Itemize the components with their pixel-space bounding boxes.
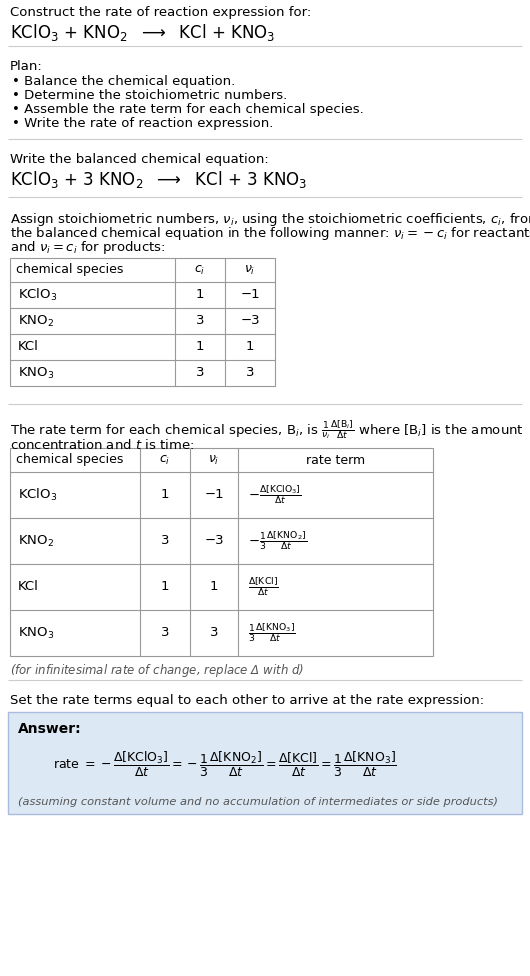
Text: 1: 1 bbox=[196, 289, 204, 302]
Text: KNO$_3$: KNO$_3$ bbox=[18, 365, 54, 381]
Text: 1: 1 bbox=[246, 341, 254, 353]
Text: 1: 1 bbox=[210, 581, 218, 593]
Text: KNO$_3$: KNO$_3$ bbox=[18, 626, 54, 640]
Text: −1: −1 bbox=[204, 489, 224, 502]
Text: 3: 3 bbox=[196, 314, 204, 328]
Text: • Assemble the rate term for each chemical species.: • Assemble the rate term for each chemic… bbox=[12, 103, 364, 116]
Text: KNO$_2$: KNO$_2$ bbox=[18, 534, 54, 549]
Text: 1: 1 bbox=[161, 581, 169, 593]
Text: 3: 3 bbox=[161, 535, 169, 548]
Text: Answer:: Answer: bbox=[18, 722, 82, 736]
Text: $\nu_i$: $\nu_i$ bbox=[208, 454, 220, 467]
Text: $-\frac{\Delta[\mathrm{KClO_3}]}{\Delta t}$: $-\frac{\Delta[\mathrm{KClO_3}]}{\Delta … bbox=[248, 483, 302, 507]
Text: $\frac{1}{3}\frac{\Delta[\mathrm{KNO_3}]}{\Delta t}$: $\frac{1}{3}\frac{\Delta[\mathrm{KNO_3}]… bbox=[248, 622, 296, 644]
Text: KNO$_2$: KNO$_2$ bbox=[18, 313, 54, 329]
Text: the balanced chemical equation in the following manner: $\nu_i = -c_i$ for react: the balanced chemical equation in the fo… bbox=[10, 225, 530, 242]
Text: Plan:: Plan: bbox=[10, 60, 43, 73]
Text: chemical species: chemical species bbox=[16, 454, 123, 467]
Text: KCl: KCl bbox=[18, 341, 39, 353]
Text: chemical species: chemical species bbox=[16, 264, 123, 276]
Text: • Write the rate of reaction expression.: • Write the rate of reaction expression. bbox=[12, 117, 273, 130]
Bar bbox=[10, 258, 275, 386]
Text: $c_i$: $c_i$ bbox=[160, 454, 171, 467]
Text: (for infinitesimal rate of change, replace Δ with $d$): (for infinitesimal rate of change, repla… bbox=[10, 662, 304, 679]
Text: $c_i$: $c_i$ bbox=[195, 264, 206, 276]
Text: 3: 3 bbox=[246, 367, 254, 380]
Text: 3: 3 bbox=[161, 627, 169, 639]
Text: 3: 3 bbox=[196, 367, 204, 380]
Text: and $\nu_i = c_i$ for products:: and $\nu_i = c_i$ for products: bbox=[10, 239, 165, 256]
Text: rate term: rate term bbox=[306, 454, 365, 467]
Text: • Balance the chemical equation.: • Balance the chemical equation. bbox=[12, 75, 235, 88]
Text: concentration and $t$ is time:: concentration and $t$ is time: bbox=[10, 438, 194, 452]
Text: 1: 1 bbox=[196, 341, 204, 353]
Text: $\frac{\Delta[\mathrm{KCl}]}{\Delta t}$: $\frac{\Delta[\mathrm{KCl}]}{\Delta t}$ bbox=[248, 576, 279, 598]
Bar bbox=[8, 712, 522, 814]
Text: −1: −1 bbox=[240, 289, 260, 302]
Text: KClO$_3$: KClO$_3$ bbox=[18, 287, 57, 304]
Text: Assign stoichiometric numbers, $\nu_i$, using the stoichiometric coefficients, $: Assign stoichiometric numbers, $\nu_i$, … bbox=[10, 211, 530, 228]
Text: • Determine the stoichiometric numbers.: • Determine the stoichiometric numbers. bbox=[12, 89, 287, 102]
Text: KCl: KCl bbox=[18, 581, 39, 593]
Text: $\nu_i$: $\nu_i$ bbox=[244, 264, 255, 276]
Text: −3: −3 bbox=[204, 535, 224, 548]
Text: KClO$_3$ + 3 KNO$_2$  $\longrightarrow$  KCl + 3 KNO$_3$: KClO$_3$ + 3 KNO$_2$ $\longrightarrow$ K… bbox=[10, 169, 307, 190]
Text: $-\frac{1}{3}\frac{\Delta[\mathrm{KNO_2}]}{\Delta t}$: $-\frac{1}{3}\frac{\Delta[\mathrm{KNO_2}… bbox=[248, 530, 307, 552]
Bar bbox=[10, 448, 433, 656]
Text: −3: −3 bbox=[240, 314, 260, 328]
Text: Set the rate terms equal to each other to arrive at the rate expression:: Set the rate terms equal to each other t… bbox=[10, 694, 484, 707]
Text: (assuming constant volume and no accumulation of intermediates or side products): (assuming constant volume and no accumul… bbox=[18, 797, 498, 807]
Text: Write the balanced chemical equation:: Write the balanced chemical equation: bbox=[10, 153, 269, 166]
Text: KClO$_3$: KClO$_3$ bbox=[18, 487, 57, 503]
Text: Construct the rate of reaction expression for:: Construct the rate of reaction expressio… bbox=[10, 6, 311, 19]
Text: KClO$_3$ + KNO$_2$  $\longrightarrow$  KCl + KNO$_3$: KClO$_3$ + KNO$_2$ $\longrightarrow$ KCl… bbox=[10, 22, 276, 43]
Text: 1: 1 bbox=[161, 489, 169, 502]
Text: 3: 3 bbox=[210, 627, 218, 639]
Text: rate $= -\dfrac{\Delta[\mathrm{KClO_3}]}{\Delta t} = -\dfrac{1}{3}\dfrac{\Delta[: rate $= -\dfrac{\Delta[\mathrm{KClO_3}]}… bbox=[53, 750, 397, 779]
Text: The rate term for each chemical species, B$_i$, is $\frac{1}{\nu_i}\frac{\Delta[: The rate term for each chemical species,… bbox=[10, 418, 524, 441]
